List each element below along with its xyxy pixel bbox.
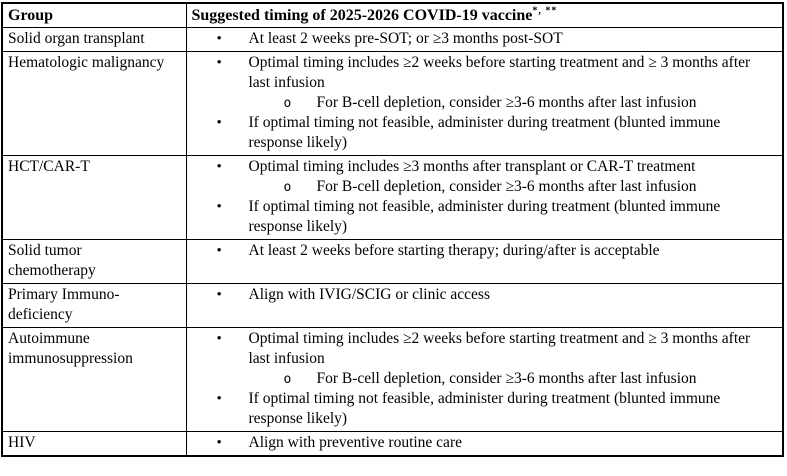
table-row: Solid organ transplant • At least 2 weeks … <box>1 27 784 52</box>
timing-item-text: Optimal timing includes ≥3 months after … <box>248 158 696 175</box>
timing-item-text: For B-cell depletion, consider ≥3-6 mont… <box>316 370 697 387</box>
group-cell: Hematologic malignancy <box>1 51 187 156</box>
table-row: HCT/CAR-T • Optimal timing includes ≥3 mon… <box>1 155 784 240</box>
bullet-icon: • <box>216 331 222 347</box>
group-header-label: Group <box>8 7 54 24</box>
timing-item-text: At least 2 weeks pre-SOT; or ≥3 months p… <box>248 30 563 47</box>
vaccine-timing-table: Group Suggested timing of 2025-2026 COVI… <box>1 2 784 457</box>
bullet-icon: • <box>216 199 222 215</box>
group-cell: HCT/CAR-T <box>1 155 187 240</box>
timing-cell: • Align with preventive routine care <box>185 431 784 457</box>
bullet-icon: • <box>216 391 222 407</box>
group-cell: Solid organ transplant <box>1 27 187 52</box>
table-row: Primary Immuno-deficiency • Align with IVI… <box>1 283 784 328</box>
bullet-icon: • <box>216 159 222 175</box>
group-cell: HIV <box>1 431 187 457</box>
timing-item-text: Align with preventive routine care <box>248 434 462 451</box>
table-row: Solid tumor chemotherapy • At least 2 week… <box>1 239 784 284</box>
circle-bullet-icon: o <box>283 180 292 195</box>
group-cell: Autoimmune immunosuppression <box>1 327 187 432</box>
timing-item: • At least 2 weeks pre-SOT; or ≥3 months … <box>187 29 754 49</box>
timing-header-label: Suggested timing of 2025-2026 COVID-19 v… <box>191 7 533 24</box>
table-body: Solid organ transplant • At least 2 weeks … <box>1 27 784 457</box>
timing-item: • If optimal timing not feasible, adminis… <box>187 197 754 237</box>
table-row: HIV • Align with preventive routine care <box>1 431 784 457</box>
table-header: Group Suggested timing of 2025-2026 COVI… <box>1 2 784 28</box>
header-row: Group Suggested timing of 2025-2026 COVI… <box>1 2 784 28</box>
timing-item: • Optimal timing includes ≥3 months after… <box>187 157 754 177</box>
timing-cell: • Optimal timing includes ≥3 months after… <box>185 155 784 240</box>
bullet-icon: • <box>216 243 222 259</box>
timing-item: • Align with IVIG/SCIG or clinic access <box>187 285 754 305</box>
table-row: Autoimmune immunosuppression • Optimal tim… <box>1 327 784 432</box>
timing-cell: • Align with IVIG/SCIG or clinic access <box>185 283 784 328</box>
timing-item-text: If optimal timing not feasible, administ… <box>248 198 721 235</box>
timing-item-text: If optimal timing not feasible, administ… <box>248 114 721 151</box>
timing-item-text: If optimal timing not feasible, administ… <box>248 390 721 427</box>
timing-cell: • At least 2 weeks before starting therap… <box>185 239 784 284</box>
timing-item-text: For B-cell depletion, consider ≥3-6 mont… <box>316 178 697 195</box>
timing-item: • Optimal timing includes ≥2 weeks before… <box>187 329 754 369</box>
circle-bullet-icon: o <box>283 96 292 111</box>
bullet-icon: • <box>216 435 222 451</box>
table-row: Hematologic malignancy • Optimal timing in… <box>1 51 784 156</box>
column-header-timing: Suggested timing of 2025-2026 COVID-19 v… <box>185 2 784 28</box>
timing-subitem: o For B-cell depletion, consider ≥3-6 mon… <box>187 369 778 389</box>
timing-item-text: For B-cell depletion, consider ≥3-6 mont… <box>316 94 697 111</box>
timing-item-text: Optimal timing includes ≥2 weeks before … <box>248 330 751 367</box>
group-cell: Solid tumor chemotherapy <box>1 239 187 284</box>
timing-item: • Align with preventive routine care <box>187 433 754 453</box>
timing-item-text: Align with IVIG/SCIG or clinic access <box>248 286 491 303</box>
timing-item: • Optimal timing includes ≥2 weeks before… <box>187 53 754 93</box>
document-page: Group Suggested timing of 2025-2026 COVI… <box>1 2 784 457</box>
bullet-icon: • <box>216 287 222 303</box>
timing-item-text: Optimal timing includes ≥2 weeks before … <box>248 54 751 91</box>
bullet-icon: • <box>216 115 222 131</box>
timing-cell: • Optimal timing includes ≥2 weeks before… <box>185 51 784 156</box>
timing-item: • At least 2 weeks before starting therap… <box>187 241 754 261</box>
timing-subitem: o For B-cell depletion, consider ≥3-6 mon… <box>187 93 778 113</box>
timing-cell: • Optimal timing includes ≥2 weeks before… <box>185 327 784 432</box>
timing-cell: • At least 2 weeks pre-SOT; or ≥3 months … <box>185 27 784 52</box>
circle-bullet-icon: o <box>283 372 292 387</box>
footnote-marker: *, ** <box>532 5 558 17</box>
bullet-icon: • <box>216 55 222 71</box>
group-cell: Primary Immuno-deficiency <box>1 283 187 328</box>
timing-item-text: At least 2 weeks before starting therapy… <box>248 242 660 259</box>
timing-item: • If optimal timing not feasible, adminis… <box>187 389 754 429</box>
bullet-icon: • <box>216 31 222 47</box>
timing-item: • If optimal timing not feasible, adminis… <box>187 113 754 153</box>
timing-subitem: o For B-cell depletion, consider ≥3-6 mon… <box>187 177 778 197</box>
column-header-group: Group <box>1 2 187 28</box>
